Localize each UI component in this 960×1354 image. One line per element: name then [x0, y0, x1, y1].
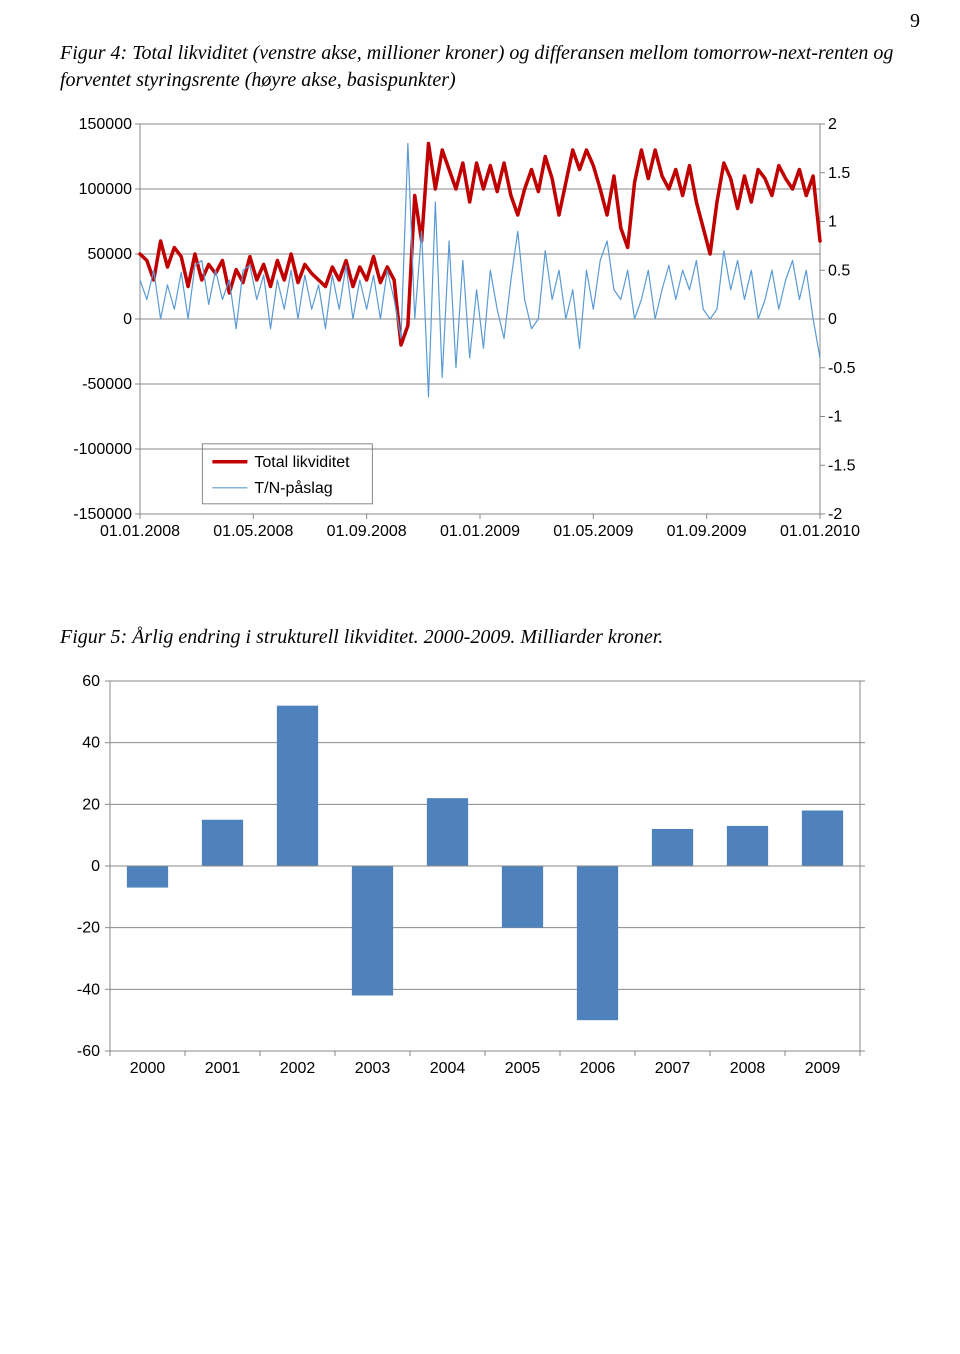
svg-text:01.05.2008: 01.05.2008 [213, 523, 293, 540]
figure4-chart: -150000 -100000 -50000 0 50000 100000 150000 -2… [60, 114, 880, 554]
figure4-title: Figur 4: Total likviditet (venstre akse,… [60, 40, 900, 94]
svg-text:01.05.2009: 01.05.2009 [553, 523, 633, 540]
svg-text:-1: -1 [828, 409, 842, 426]
svg-text:50000: 50000 [88, 246, 133, 263]
svg-text:0: 0 [91, 858, 100, 875]
svg-text:0: 0 [828, 311, 837, 328]
svg-text:1.5: 1.5 [828, 165, 850, 182]
svg-text:2001: 2001 [205, 1060, 241, 1077]
svg-text:Total likviditet: Total likviditet [254, 454, 350, 471]
svg-text:-150000: -150000 [73, 506, 132, 523]
svg-text:2002: 2002 [280, 1060, 316, 1077]
svg-text:2000: 2000 [130, 1060, 166, 1077]
svg-text:60: 60 [82, 673, 100, 690]
svg-text:01.09.2009: 01.09.2009 [667, 523, 747, 540]
svg-text:150000: 150000 [79, 116, 132, 133]
page-number: 9 [910, 10, 920, 33]
svg-text:2003: 2003 [355, 1060, 391, 1077]
svg-text:40: 40 [82, 735, 100, 752]
svg-text:2005: 2005 [505, 1060, 541, 1077]
svg-text:20: 20 [82, 796, 100, 813]
svg-text:-2: -2 [828, 506, 842, 523]
svg-text:0.5: 0.5 [828, 262, 850, 279]
svg-text:1: 1 [828, 214, 837, 231]
figure5-chart: -60 -40 -20 0 20 40 60 2000 2001 2002 2003 2004 2005… [60, 671, 880, 1091]
svg-text:-100000: -100000 [73, 441, 132, 458]
svg-text:-60: -60 [77, 1043, 100, 1060]
svg-text:01.01.2009: 01.01.2009 [440, 523, 520, 540]
svg-text:2006: 2006 [580, 1060, 616, 1077]
svg-text:01.01.2008: 01.01.2008 [100, 523, 180, 540]
svg-text:2007: 2007 [655, 1060, 691, 1077]
svg-text:-20: -20 [77, 920, 100, 937]
svg-text:2009: 2009 [805, 1060, 841, 1077]
svg-text:100000: 100000 [79, 181, 132, 198]
svg-text:-0.5: -0.5 [828, 360, 856, 377]
svg-text:0: 0 [123, 311, 132, 328]
page: 9 Figur 4: Total likviditet (venstre aks… [0, 0, 960, 1131]
svg-text:2008: 2008 [730, 1060, 766, 1077]
svg-text:-1.5: -1.5 [828, 457, 856, 474]
svg-text:2004: 2004 [430, 1060, 466, 1077]
svg-text:T/N-påslag: T/N-påslag [254, 479, 332, 497]
svg-text:-50000: -50000 [82, 376, 132, 393]
svg-text:2: 2 [828, 116, 837, 133]
svg-text:01.01.2010: 01.01.2010 [780, 523, 860, 540]
svg-text:01.09.2008: 01.09.2008 [327, 523, 407, 540]
svg-text:-40: -40 [77, 981, 100, 998]
figure5-title: Figur 5: Årlig endring i strukturell lik… [60, 624, 900, 651]
